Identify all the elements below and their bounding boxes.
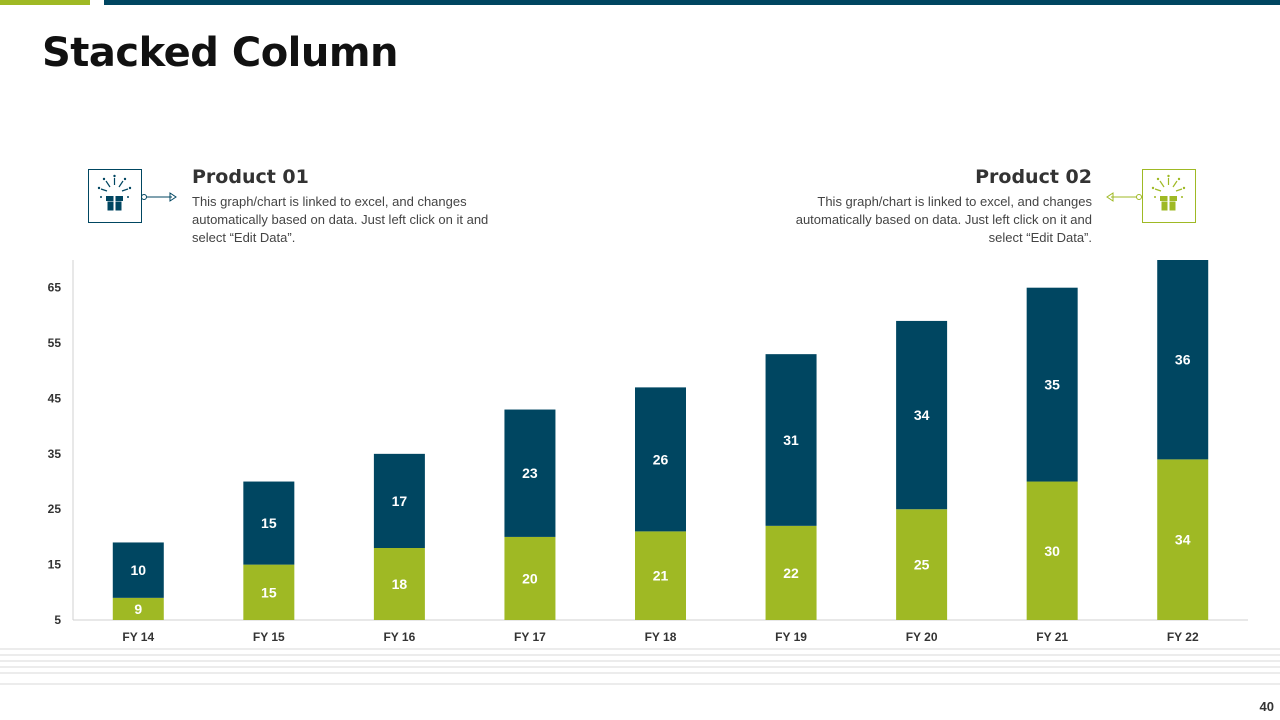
bar-segment <box>1157 459 1209 620</box>
x-tick-label: FY 18 <box>645 630 677 644</box>
bar-segment <box>1026 481 1078 620</box>
bar-segment <box>635 531 686 620</box>
page-number: 40 <box>1259 699 1274 714</box>
bar-data-label: 20 <box>522 570 538 586</box>
y-tick-label: 65 <box>48 281 62 295</box>
x-tick-label: FY 14 <box>122 630 154 644</box>
bar-data-label: 21 <box>653 568 669 584</box>
bar-segment <box>373 548 425 620</box>
bar-data-label: 17 <box>392 493 408 509</box>
bar-data-label: 9 <box>134 601 142 617</box>
bar-data-label: 30 <box>1044 543 1060 559</box>
bar-segment <box>243 481 295 565</box>
top-accent-navy <box>104 0 1280 5</box>
bar-data-label: 22 <box>783 565 799 581</box>
top-accent-green <box>0 0 90 5</box>
x-tick-label: FY 16 <box>383 630 415 644</box>
bar-segment <box>504 409 556 537</box>
bar-segment <box>243 564 295 620</box>
fireworks-gift-icon <box>97 174 132 211</box>
bar-segment <box>112 597 164 620</box>
y-tick-label: 25 <box>48 502 62 516</box>
y-tick-label: 15 <box>48 558 62 572</box>
bar-segment <box>765 354 817 526</box>
bar-segment <box>373 453 425 548</box>
x-tick-label: FY 21 <box>1036 630 1068 644</box>
bar-data-label: 36 <box>1175 352 1191 368</box>
product-1-description: This graph/chart is linked to excel, and… <box>192 194 489 245</box>
bar-segment <box>1026 287 1078 482</box>
x-tick-label: FY 20 <box>906 630 938 644</box>
bar-data-label: 35 <box>1044 377 1060 393</box>
bar-data-label: 34 <box>1175 532 1191 548</box>
y-tick-label: 35 <box>48 447 62 461</box>
product-2-title: Product 02 <box>975 166 1092 188</box>
y-tick-label: 55 <box>48 336 62 350</box>
bar-data-label: 15 <box>261 584 277 600</box>
bar-data-label: 25 <box>914 557 930 573</box>
bar-segment <box>635 387 686 532</box>
product-1-icon-box <box>88 169 142 223</box>
bar-segment <box>112 542 164 598</box>
x-tick-label: FY 17 <box>514 630 546 644</box>
bar-data-label: 26 <box>653 451 669 467</box>
fireworks-gift-icon <box>1151 174 1186 211</box>
bar-data-label: 10 <box>130 562 146 578</box>
bar-segment <box>896 320 948 510</box>
product-2-description: This graph/chart is linked to excel, and… <box>795 194 1092 245</box>
product-2-connector-arrow <box>1106 192 1142 202</box>
page-title: Stacked Column <box>42 30 399 76</box>
bar-data-label: 15 <box>261 515 277 531</box>
bar-data-label: 31 <box>783 432 799 448</box>
x-tick-label: FY 15 <box>253 630 285 644</box>
bar-data-label: 23 <box>522 465 538 481</box>
product-1-title: Product 01 <box>192 166 309 188</box>
bar-data-label: 18 <box>392 576 408 592</box>
x-tick-label: FY 22 <box>1167 630 1199 644</box>
y-tick-label: 45 <box>48 391 62 405</box>
product-2-icon-box <box>1142 169 1196 223</box>
decorative-stripes <box>0 648 1280 685</box>
y-tick-label: 5 <box>54 613 61 627</box>
x-tick-label: FY 19 <box>775 630 807 644</box>
product-1-connector-arrow <box>141 192 177 202</box>
bar-data-label: 34 <box>914 407 930 423</box>
bar-segment <box>765 525 817 620</box>
bar-segment <box>504 536 556 620</box>
bar-segment <box>896 509 948 620</box>
bar-segment <box>1157 260 1209 460</box>
